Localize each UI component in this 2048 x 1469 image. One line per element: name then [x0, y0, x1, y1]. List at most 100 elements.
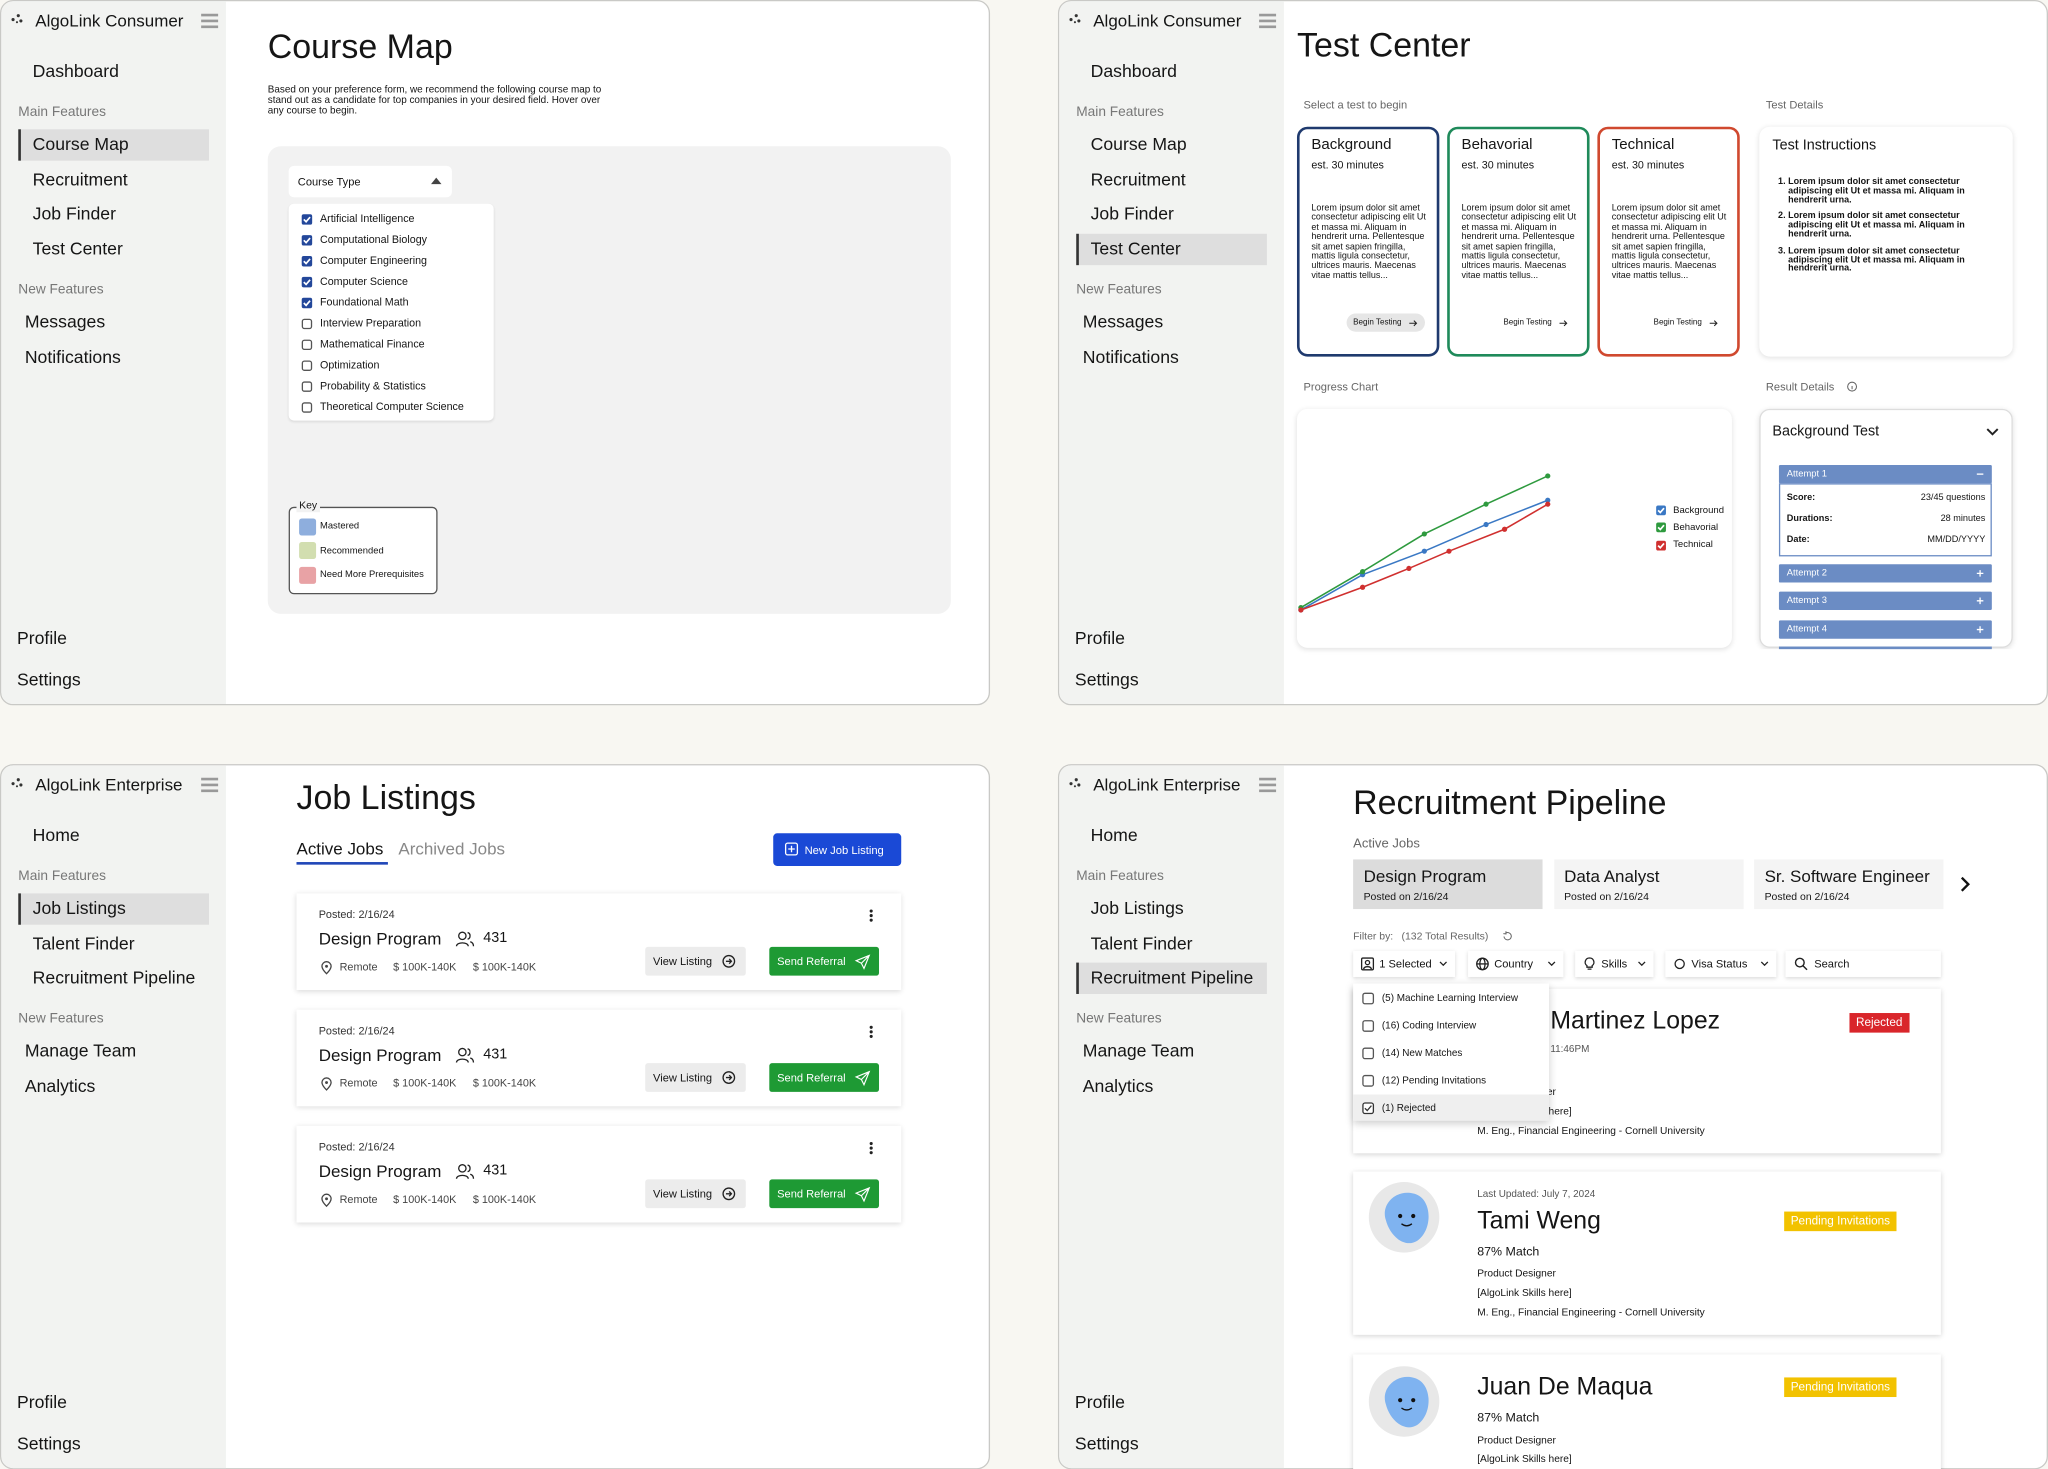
nav-item[interactable]: Profile [1074, 628, 1125, 648]
attempt-header[interactable] [1778, 591, 1992, 610]
menu-icon[interactable] [201, 777, 219, 793]
checkbox[interactable] [1362, 1046, 1375, 1059]
stage-option[interactable]: (14) New Matches [1381, 1046, 1463, 1059]
checkbox[interactable] [1656, 505, 1666, 516]
attempt-header[interactable] [1778, 464, 1992, 484]
begin-button[interactable]: Begin Testing [1503, 317, 1552, 327]
checkbox[interactable] [301, 255, 313, 267]
filter-button[interactable] [1353, 950, 1456, 977]
begin-button[interactable]: Begin Testing [1353, 317, 1402, 327]
menu-icon[interactable] [201, 13, 219, 29]
job-tab[interactable] [1353, 859, 1543, 910]
menu-icon[interactable] [1259, 13, 1277, 29]
next-icon[interactable] [1960, 876, 1970, 892]
nav-item[interactable]: Manage Team [1082, 1040, 1195, 1061]
nav-item[interactable]: Recruitment [32, 169, 128, 189]
nav-item[interactable]: Analytics [24, 1075, 96, 1096]
nav-item[interactable]: Dashboard [1090, 61, 1177, 81]
nav-item[interactable]: Messages [1082, 311, 1164, 332]
attempt-header[interactable] [1778, 620, 1992, 639]
checkbox[interactable] [301, 339, 313, 351]
course-option[interactable]: Theoretical Computer Science [319, 401, 464, 413]
checkbox[interactable] [301, 297, 313, 309]
course-option[interactable]: Computational Biology [319, 233, 428, 246]
candidate-card[interactable] [1353, 1354, 1941, 1469]
nav-item[interactable]: Talent Finder [1090, 933, 1193, 953]
nav-item[interactable]: Profile [1074, 1392, 1125, 1412]
checkbox[interactable] [301, 381, 313, 392]
nav-item[interactable]: Notifications [24, 346, 121, 367]
candidate-card[interactable] [1353, 1171, 1941, 1335]
course-option[interactable]: Probability & Statistics [319, 380, 426, 392]
attempt-header[interactable] [1778, 564, 1992, 583]
checkbox[interactable] [301, 402, 313, 413]
menu-icon[interactable] [1259, 777, 1277, 793]
more-icon[interactable] [869, 1141, 874, 1155]
chevron-down[interactable] [1986, 428, 1999, 436]
people-icon [455, 1164, 475, 1179]
checkbox[interactable] [301, 214, 313, 225]
more-icon[interactable] [869, 1025, 874, 1038]
stage-option[interactable]: (16) Coding Interview [1381, 1019, 1477, 1032]
stage-option[interactable]: (1) Rejected [1381, 1101, 1436, 1114]
test-card[interactable] [1597, 126, 1740, 357]
nav-item[interactable]: Manage Team [24, 1040, 137, 1061]
search-box[interactable] [1785, 950, 1941, 977]
nav-item[interactable]: Job Listings [1090, 898, 1184, 919]
nav-item[interactable]: Home [1090, 825, 1138, 845]
nav-item[interactable]: Messages [24, 311, 106, 332]
checkbox[interactable] [301, 360, 313, 371]
nav-item[interactable]: Talent Finder [32, 933, 135, 953]
job-tab[interactable] [1553, 859, 1744, 910]
course-option[interactable]: Interview Preparation [319, 317, 422, 330]
filter-dropdown[interactable] [288, 165, 452, 198]
test-card[interactable] [1447, 126, 1590, 357]
referral-button[interactable] [769, 946, 880, 976]
course-option[interactable]: Artificial Intelligence [319, 212, 415, 225]
reset-icon[interactable] [1502, 931, 1512, 941]
tab[interactable]: Active Jobs [296, 838, 384, 859]
nav-item[interactable]: Settings [1074, 1433, 1139, 1454]
referral-button[interactable] [769, 1179, 880, 1209]
checkbox[interactable] [1362, 1074, 1375, 1087]
checkbox[interactable] [301, 276, 313, 288]
nav-item[interactable]: Recruitment Pipeline [1090, 968, 1254, 988]
stage-option[interactable]: (12) Pending Invitations [1381, 1074, 1487, 1086]
test-duration: est. 30 minutes [1611, 159, 1685, 172]
begin-button[interactable]: Begin Testing [1653, 317, 1702, 327]
course-option[interactable]: Mathematical Finance [319, 338, 425, 351]
checkbox[interactable] [301, 235, 313, 246]
nav-item[interactable]: Settings [1074, 669, 1139, 690]
job-tab[interactable] [1754, 859, 1944, 910]
nav-item[interactable]: Course Map [1090, 134, 1187, 154]
nav-item[interactable]: Course Map [32, 134, 129, 154]
nav-item[interactable]: Home [32, 825, 80, 845]
nav-item[interactable]: Dashboard [32, 61, 119, 81]
nav-item[interactable]: Notifications [1082, 346, 1179, 367]
course-option[interactable]: Optimization [319, 359, 380, 372]
nav-item[interactable]: Recruitment Pipeline [32, 968, 196, 988]
checkbox[interactable] [1362, 991, 1375, 1004]
referral-button[interactable] [769, 1063, 880, 1092]
course-option[interactable]: Foundational Math [319, 296, 409, 309]
nav-item[interactable]: Settings [16, 669, 81, 690]
nav-item[interactable]: Job Finder [32, 204, 116, 224]
tab[interactable]: Archived Jobs [398, 838, 506, 859]
checkbox[interactable] [301, 318, 313, 330]
nav-item[interactable]: Settings [16, 1433, 81, 1454]
course-option[interactable]: Computer Engineering [319, 254, 428, 267]
checkbox[interactable] [1656, 540, 1666, 551]
nav-item[interactable]: Profile [16, 1392, 67, 1412]
course-option[interactable]: Computer Science [319, 275, 408, 288]
nav-item[interactable]: Job Listings [32, 898, 126, 919]
nav-item[interactable]: Test Center [1090, 239, 1181, 259]
stage-option[interactable]: (5) Machine Learning Interview [1381, 991, 1519, 1004]
nav-item[interactable]: Job Finder [1090, 204, 1174, 224]
nav-item[interactable]: Recruitment [1090, 169, 1186, 189]
nav-item[interactable]: Analytics [1082, 1075, 1154, 1096]
nav-item[interactable]: Profile [16, 628, 67, 648]
checkbox[interactable] [1362, 1019, 1375, 1032]
checkbox[interactable] [1656, 523, 1666, 533]
more-icon[interactable] [869, 909, 874, 922]
nav-item[interactable]: Test Center [32, 239, 123, 259]
